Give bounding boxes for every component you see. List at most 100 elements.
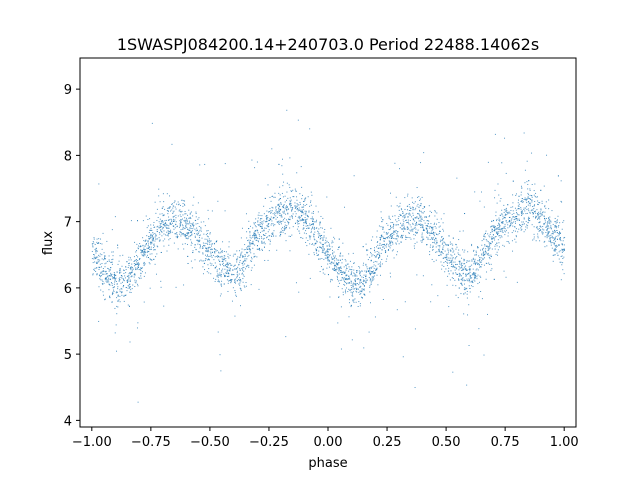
x-axis-label: phase	[308, 456, 347, 471]
data-point	[178, 210, 180, 212]
data-point	[413, 238, 415, 240]
data-point	[248, 228, 250, 230]
data-point	[266, 218, 268, 220]
data-point	[395, 243, 397, 245]
data-point	[540, 213, 542, 215]
data-point	[219, 272, 221, 274]
data-point	[225, 272, 227, 274]
data-point	[380, 244, 382, 246]
data-point	[113, 283, 115, 285]
data-point	[494, 245, 496, 247]
data-point	[162, 240, 164, 242]
data-point	[446, 262, 448, 264]
data-point	[272, 213, 274, 215]
data-point	[488, 246, 490, 248]
data-point	[125, 266, 127, 268]
data-point	[259, 214, 261, 216]
data-point	[343, 279, 345, 281]
data-point	[319, 222, 321, 224]
data-point	[339, 279, 341, 281]
data-point	[99, 272, 101, 274]
data-point	[389, 243, 391, 245]
data-point	[340, 306, 342, 308]
data-point	[483, 255, 485, 257]
data-point	[135, 251, 137, 253]
data-point	[518, 207, 520, 209]
data-point	[368, 331, 370, 333]
data-point	[345, 269, 347, 271]
data-point	[323, 249, 325, 251]
data-point	[554, 237, 556, 239]
data-point	[457, 297, 459, 299]
data-point	[393, 231, 395, 233]
data-point	[231, 273, 233, 275]
data-point	[352, 300, 354, 302]
data-point	[327, 260, 329, 262]
data-point	[313, 228, 315, 230]
data-point	[249, 245, 251, 247]
data-point	[531, 195, 533, 197]
data-point	[511, 218, 513, 220]
data-point	[426, 227, 428, 229]
data-point	[128, 256, 130, 258]
data-point	[133, 263, 135, 265]
data-point	[253, 243, 254, 245]
data-point	[137, 262, 139, 264]
data-point	[202, 242, 204, 244]
data-point	[226, 270, 228, 272]
data-point	[341, 262, 343, 264]
data-point	[210, 251, 212, 253]
data-point	[431, 249, 433, 251]
data-point	[317, 211, 319, 213]
data-point	[173, 242, 175, 244]
data-point	[484, 236, 486, 238]
data-point	[155, 256, 157, 258]
data-point	[218, 274, 220, 276]
data-point	[319, 271, 321, 273]
data-point	[376, 261, 378, 263]
data-point	[136, 250, 138, 252]
data-point	[460, 278, 462, 280]
data-point	[290, 190, 292, 192]
data-point	[531, 152, 533, 154]
data-point	[211, 251, 213, 253]
data-point	[149, 258, 151, 260]
data-point	[192, 204, 194, 206]
data-point	[117, 288, 119, 290]
data-point	[505, 276, 507, 278]
data-point	[134, 285, 136, 287]
data-point	[298, 204, 300, 206]
data-point	[163, 230, 165, 232]
data-point	[438, 250, 440, 252]
data-point	[464, 259, 466, 261]
data-point	[518, 208, 520, 210]
data-point	[232, 274, 234, 276]
data-point	[317, 230, 318, 232]
data-point	[358, 270, 360, 272]
data-point	[97, 242, 99, 244]
data-point	[490, 263, 492, 265]
data-point	[233, 274, 235, 276]
data-point	[112, 276, 114, 278]
data-point	[256, 239, 258, 241]
data-point	[322, 217, 324, 219]
data-point	[196, 227, 198, 229]
data-point	[445, 243, 447, 245]
data-point	[301, 218, 303, 220]
data-point	[323, 231, 325, 233]
data-point	[451, 243, 453, 245]
data-point	[396, 234, 398, 236]
data-point	[291, 210, 293, 212]
data-point	[236, 271, 238, 273]
data-point	[319, 235, 321, 237]
data-point	[338, 247, 340, 249]
data-point	[216, 271, 218, 273]
data-point	[181, 233, 183, 235]
data-point	[415, 228, 417, 230]
data-point	[388, 229, 390, 231]
data-point	[93, 242, 95, 244]
data-point	[158, 237, 160, 239]
data-point	[362, 281, 364, 283]
data-point	[331, 240, 333, 242]
data-point	[433, 239, 435, 241]
